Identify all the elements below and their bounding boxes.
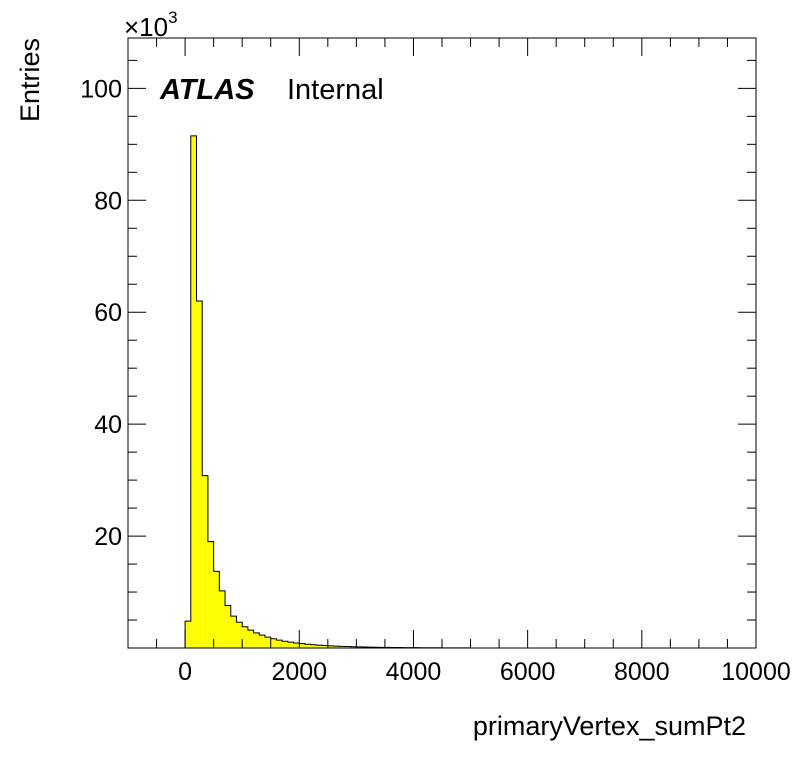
histogram-bin <box>339 646 345 648</box>
histogram-bin <box>356 646 363 648</box>
x-tick-label: 4000 <box>386 658 442 686</box>
histogram-bin <box>242 626 248 648</box>
histogram-bin <box>310 644 317 648</box>
y-tick-label: 40 <box>94 411 122 439</box>
internal-label: Internal <box>287 74 384 106</box>
histogram-bin <box>270 638 277 648</box>
histogram-bin <box>293 642 300 648</box>
histogram-bin <box>213 571 220 648</box>
histogram-bin <box>225 605 231 648</box>
x-tick-label: 6000 <box>500 658 556 686</box>
y-multiplier: ×103 <box>124 8 178 42</box>
axis-ticks <box>128 38 757 648</box>
histogram-bin <box>207 541 214 648</box>
histogram-bin <box>247 630 254 648</box>
histogram-bin <box>219 590 226 648</box>
histogram-bin <box>185 621 191 648</box>
plot-frame <box>127 37 757 649</box>
histogram-outline <box>184 135 472 649</box>
x-tick-label: 2000 <box>271 658 327 686</box>
histogram-bin <box>304 644 311 648</box>
x-tick-label: 8000 <box>614 658 670 686</box>
histogram-bin <box>282 641 288 648</box>
x-axis-title: primaryVertex_sumPt2 <box>473 711 746 741</box>
histogram-bin <box>327 645 334 648</box>
histogram-bin <box>253 632 260 648</box>
histogram-bin <box>287 642 294 648</box>
histogram-bin <box>333 646 340 648</box>
y-tick-label: 100 <box>80 75 122 103</box>
histogram-bin <box>350 646 357 648</box>
histogram-bin <box>316 645 323 648</box>
histogram-bin <box>236 622 243 648</box>
y-tick-label: 80 <box>94 187 122 215</box>
histogram-bin <box>344 646 351 648</box>
x-tick-label: 0 <box>178 658 192 686</box>
histogram-bin <box>299 643 305 648</box>
histogram-bin <box>276 640 283 648</box>
tick-labels: 0 2000 4000 6000 8000 10000 20 40 60 80 100 <box>80 75 790 686</box>
histogram-bin <box>196 301 203 648</box>
histogram-bin <box>190 135 197 648</box>
y-tick-label: 60 <box>94 299 122 327</box>
histogram-bars <box>184 135 472 649</box>
histogram-bin <box>265 637 271 648</box>
histogram-bin <box>259 635 266 648</box>
atlas-label: ATLAS <box>159 74 255 106</box>
y-axis-title: Entries <box>15 38 45 122</box>
histogram-bin <box>202 475 208 648</box>
x-tick-label: 10000 <box>721 658 791 686</box>
y-tick-label: 20 <box>94 523 122 551</box>
histogram-bin <box>230 616 237 648</box>
histogram-bin <box>322 645 328 648</box>
